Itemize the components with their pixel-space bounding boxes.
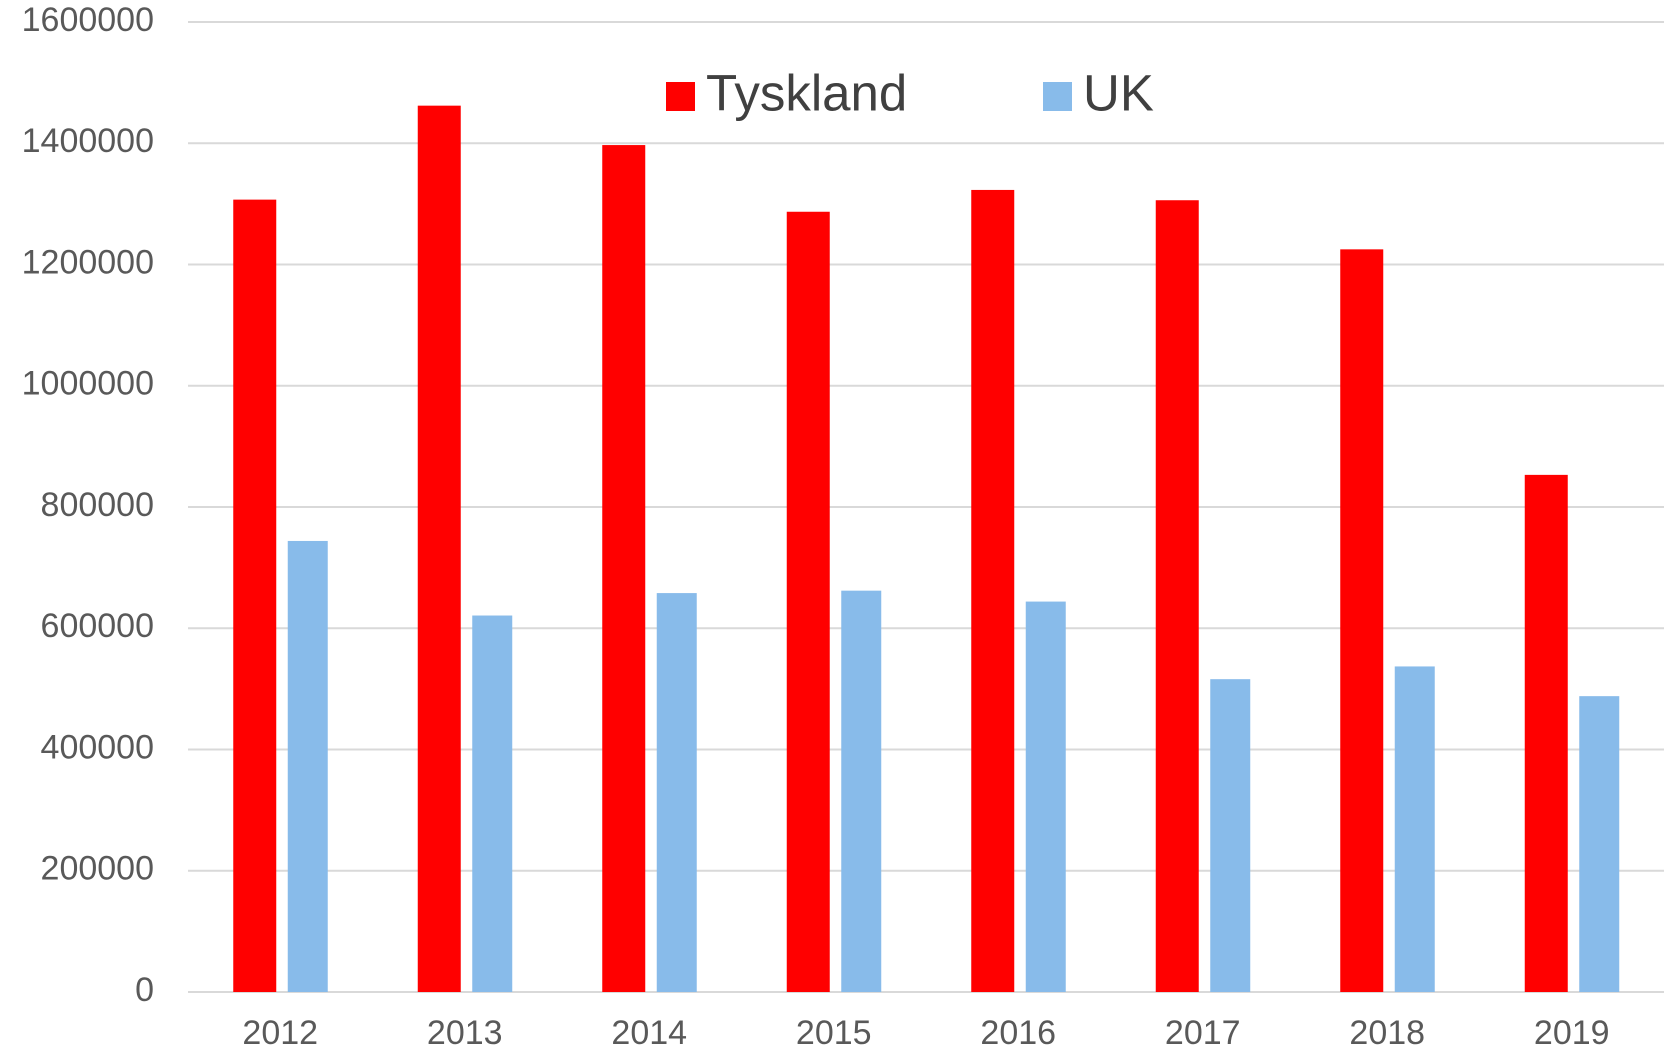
legend-swatch (666, 82, 695, 111)
y-tick-label: 0 (135, 971, 154, 1009)
bar (287, 540, 328, 992)
bar (472, 615, 513, 992)
bar (786, 211, 830, 993)
y-tick-label: 1400000 (22, 122, 154, 160)
bar (602, 145, 646, 993)
legend-label: Tyskland (706, 64, 907, 121)
bar (1579, 696, 1620, 992)
x-tick-label: 2018 (1349, 1014, 1425, 1052)
y-tick-label: 1600000 (22, 1, 154, 39)
bar (1340, 249, 1384, 992)
bar (417, 105, 461, 993)
x-tick-label: 2012 (242, 1014, 318, 1052)
bar (1210, 679, 1251, 992)
legend-label: UK (1083, 64, 1154, 121)
x-tick-label: 2019 (1534, 1014, 1610, 1052)
legend-swatch (1043, 82, 1072, 111)
x-tick-label: 2016 (980, 1014, 1056, 1052)
bar (971, 189, 1015, 992)
y-tick-label: 200000 (41, 850, 154, 888)
bar (1025, 601, 1066, 992)
bar (1524, 474, 1568, 992)
bar (1155, 200, 1199, 993)
bar (1394, 666, 1435, 992)
y-tick-label: 800000 (41, 486, 154, 524)
x-tick-label: 2015 (796, 1014, 872, 1052)
x-tick-label: 2014 (611, 1014, 687, 1052)
y-tick-label: 600000 (41, 607, 154, 645)
y-tick-label: 1000000 (22, 365, 154, 403)
bar (841, 590, 882, 992)
bar (656, 593, 697, 992)
x-tick-label: 2017 (1165, 1014, 1241, 1052)
bar (233, 199, 277, 993)
x-tick-label: 2013 (427, 1014, 503, 1052)
y-tick-label: 1200000 (22, 243, 154, 281)
y-tick-label: 400000 (41, 728, 154, 766)
